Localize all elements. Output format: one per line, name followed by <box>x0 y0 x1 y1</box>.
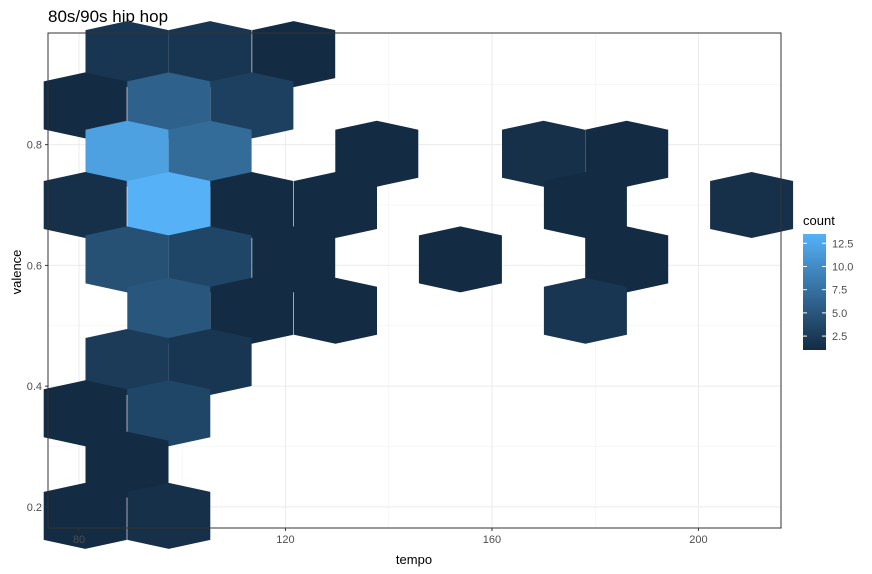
hex-bin <box>585 226 669 293</box>
legend-title: count <box>803 213 835 228</box>
legend-ticks: 2.5 5.0 7.5 10.0 12.5 <box>803 238 853 343</box>
hex-bin <box>210 172 294 238</box>
hex-bin <box>335 120 419 187</box>
hex-bin <box>43 482 127 549</box>
y-tick-label: 0.2 <box>27 502 42 514</box>
x-tick-label: 160 <box>483 534 501 546</box>
x-tick-label: 200 <box>689 534 707 546</box>
hex-bin <box>85 120 169 187</box>
hex-bin <box>85 21 169 88</box>
hex-bin <box>168 21 252 88</box>
hex-bin <box>85 431 169 498</box>
hex-bin <box>543 277 627 344</box>
hex-bin <box>210 277 294 344</box>
y-axis: 0.2 0.4 0.6 0.8 <box>27 140 48 514</box>
chart-title: 80s/90s hip hop <box>48 7 168 26</box>
hex-bin <box>85 226 169 293</box>
x-axis: 80 120 160 200 <box>73 528 708 546</box>
legend-colorbar <box>803 234 826 350</box>
x-tick-label: 80 <box>73 534 85 546</box>
hex-bin <box>168 120 252 187</box>
hex-bin <box>85 329 169 395</box>
hex-bin <box>252 226 336 293</box>
x-tick-label: 120 <box>276 534 294 546</box>
legend: count 2.5 5.0 7.5 10.0 12.5 <box>803 213 853 350</box>
y-tick-label: 0.8 <box>27 140 42 152</box>
y-axis-title: valence <box>9 250 24 295</box>
legend-label: 12.5 <box>832 238 853 250</box>
x-axis-title: tempo <box>396 552 432 567</box>
panel-border <box>47 32 782 529</box>
hex-bin <box>127 72 211 139</box>
hex-bin <box>127 482 211 549</box>
hex-bin <box>294 172 377 238</box>
legend-label: 5.0 <box>832 308 847 320</box>
plot-panel <box>43 21 794 549</box>
hex-bin <box>127 277 211 344</box>
hex-bin <box>543 172 627 238</box>
hex-bin <box>168 329 252 395</box>
hex-bin <box>418 226 502 293</box>
hex-bin <box>127 172 211 238</box>
y-tick-label: 0.4 <box>27 381 42 393</box>
hex-bin <box>710 172 794 238</box>
hex-bin <box>252 21 336 88</box>
y-tick-label: 0.6 <box>27 260 42 272</box>
hex-bin <box>585 120 669 187</box>
hex-bin <box>210 72 294 139</box>
hex-bin <box>43 172 127 238</box>
legend-label: 7.5 <box>832 285 847 297</box>
hex-bin <box>502 120 585 187</box>
legend-label: 10.0 <box>832 261 853 273</box>
hex-bin <box>127 380 211 447</box>
hex-bin <box>168 226 252 293</box>
hex-bin <box>43 380 127 447</box>
hex-bin <box>294 277 377 344</box>
hex-bins <box>43 21 794 549</box>
legend-label: 2.5 <box>832 331 847 343</box>
hex-bin <box>43 72 127 139</box>
